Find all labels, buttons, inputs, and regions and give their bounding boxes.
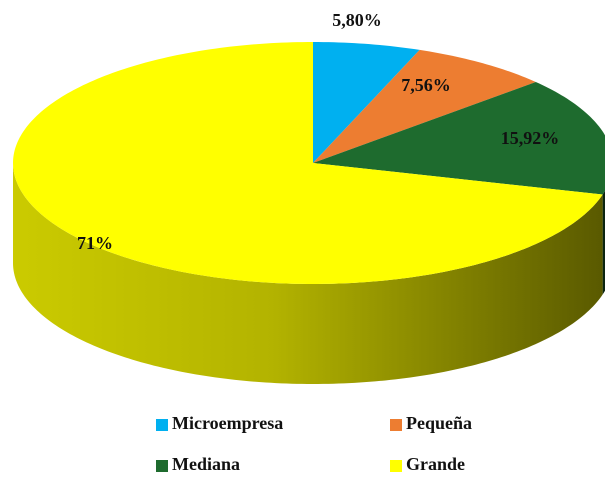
slice [313,49,536,163]
slice [313,81,605,195]
legend-label: Microempresa [172,413,283,433]
slice-side [13,163,603,384]
data-label: 15,92% [501,128,560,148]
legend-label: Pequeña [406,413,472,433]
legend-label: Grande [406,454,465,474]
data-label: 5,80% [332,10,382,30]
legend-swatch [390,419,402,431]
legend-label: Mediana [172,454,240,474]
slice [313,42,420,163]
data-label: 7,56% [401,75,451,95]
legend-swatch [156,419,168,431]
slice-side [602,190,605,295]
legend-swatch [156,460,168,472]
legend-swatch [390,460,402,472]
data-label: 71% [77,233,113,253]
slice [13,42,603,284]
